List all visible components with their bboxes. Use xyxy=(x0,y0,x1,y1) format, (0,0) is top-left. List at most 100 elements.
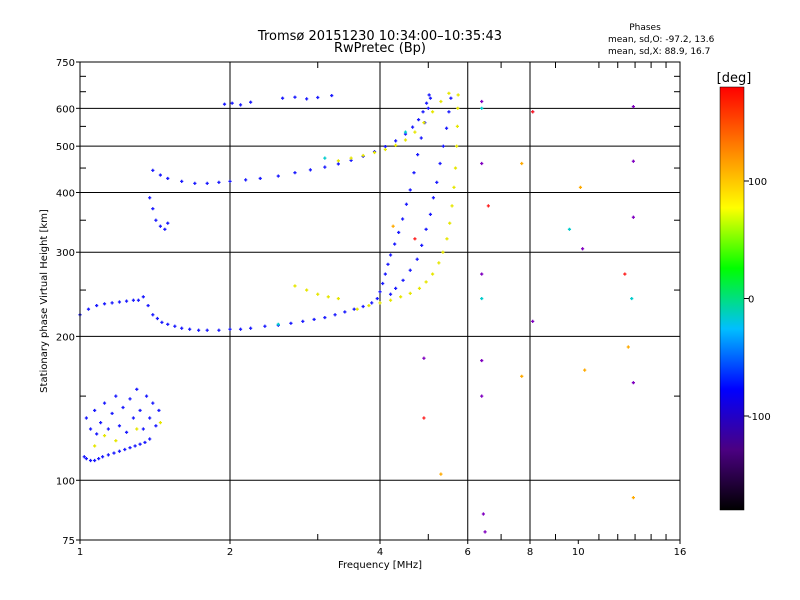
data-point xyxy=(448,221,452,225)
y-axis-label: Stationary phase Virtual Height [km] xyxy=(39,209,50,393)
data-point xyxy=(456,106,460,110)
data-point xyxy=(403,130,408,134)
data-point xyxy=(131,298,136,302)
data-point xyxy=(413,130,417,134)
data-point xyxy=(531,319,535,323)
data-point xyxy=(84,457,88,461)
data-point xyxy=(480,99,484,104)
data-point xyxy=(93,408,97,413)
data-point xyxy=(427,93,431,97)
data-point xyxy=(110,411,114,416)
data-point xyxy=(435,180,439,184)
data-point xyxy=(151,207,155,211)
data-point xyxy=(280,96,285,100)
data-point xyxy=(148,437,152,441)
data-point xyxy=(173,324,177,328)
data-point xyxy=(378,301,382,305)
x-tick-label: 4 xyxy=(377,547,383,558)
data-point xyxy=(93,444,97,448)
data-point xyxy=(408,291,412,296)
data-point xyxy=(155,316,160,321)
data-point xyxy=(343,310,347,314)
colorbar-tick-label: -100 xyxy=(748,412,771,423)
data-point xyxy=(631,105,635,109)
data-point xyxy=(447,110,451,114)
x-axis-label: Frequency [MHz] xyxy=(338,560,422,571)
data-point xyxy=(289,321,293,325)
data-point xyxy=(430,110,435,114)
data-point xyxy=(631,381,635,385)
data-point xyxy=(135,387,139,391)
data-point xyxy=(158,224,163,228)
data-point xyxy=(437,261,441,265)
data-point xyxy=(138,408,142,413)
data-point xyxy=(428,96,433,100)
data-point xyxy=(417,286,422,291)
data-point xyxy=(193,181,197,185)
data-point xyxy=(453,166,458,170)
x-tick-label: 2 xyxy=(227,547,233,558)
data-point xyxy=(447,91,451,95)
data-point xyxy=(222,102,227,106)
data-point xyxy=(381,281,385,286)
data-point xyxy=(378,290,382,294)
data-point xyxy=(146,303,150,308)
data-point xyxy=(102,401,107,405)
data-point xyxy=(308,168,313,172)
data-point xyxy=(630,296,634,301)
data-point xyxy=(399,295,403,299)
series-2 xyxy=(93,421,163,448)
data-points xyxy=(78,91,635,534)
data-point xyxy=(439,99,443,104)
series-3 xyxy=(78,96,433,332)
y-tick-label: 75 xyxy=(62,536,75,547)
data-point xyxy=(124,299,129,303)
data-point xyxy=(352,307,356,311)
series-12 xyxy=(422,99,635,534)
phase-box-line1: mean, sd,O: -97.2, 13.6 xyxy=(608,35,715,45)
data-point xyxy=(106,453,110,457)
data-point xyxy=(249,100,253,104)
data-point xyxy=(238,103,243,107)
data-point xyxy=(449,96,453,100)
data-point xyxy=(148,416,152,420)
data-point xyxy=(316,292,320,296)
data-point xyxy=(158,173,163,177)
data-point xyxy=(410,125,415,129)
data-point xyxy=(154,424,158,428)
series-9 xyxy=(293,284,340,301)
data-point xyxy=(166,221,170,225)
data-point xyxy=(123,447,127,452)
data-point xyxy=(316,95,320,100)
data-point xyxy=(97,457,101,461)
data-point xyxy=(276,174,280,178)
data-point xyxy=(157,408,161,413)
data-point xyxy=(626,345,630,349)
data-point xyxy=(323,165,327,169)
data-point xyxy=(370,301,374,305)
data-point xyxy=(293,284,297,288)
data-point xyxy=(138,442,142,446)
y-tick-label: 300 xyxy=(56,248,75,259)
data-point xyxy=(102,302,107,306)
series-11 xyxy=(276,106,634,326)
y-tick-label: 200 xyxy=(56,332,75,343)
x-tick-label: 8 xyxy=(527,547,533,558)
data-point xyxy=(455,124,460,128)
series-5 xyxy=(388,96,453,296)
data-point xyxy=(180,179,184,183)
data-point xyxy=(428,212,433,216)
data-point xyxy=(367,303,371,308)
data-point xyxy=(293,171,297,175)
data-point xyxy=(631,495,635,500)
y-tick-label: 400 xyxy=(56,188,75,199)
data-point xyxy=(141,295,145,299)
y-tick-label: 100 xyxy=(56,476,75,487)
data-point xyxy=(151,168,155,172)
data-point xyxy=(388,298,393,302)
data-point xyxy=(444,126,449,130)
data-point xyxy=(312,317,316,322)
data-point xyxy=(483,530,487,534)
data-point xyxy=(567,227,572,231)
data-point xyxy=(188,327,192,331)
